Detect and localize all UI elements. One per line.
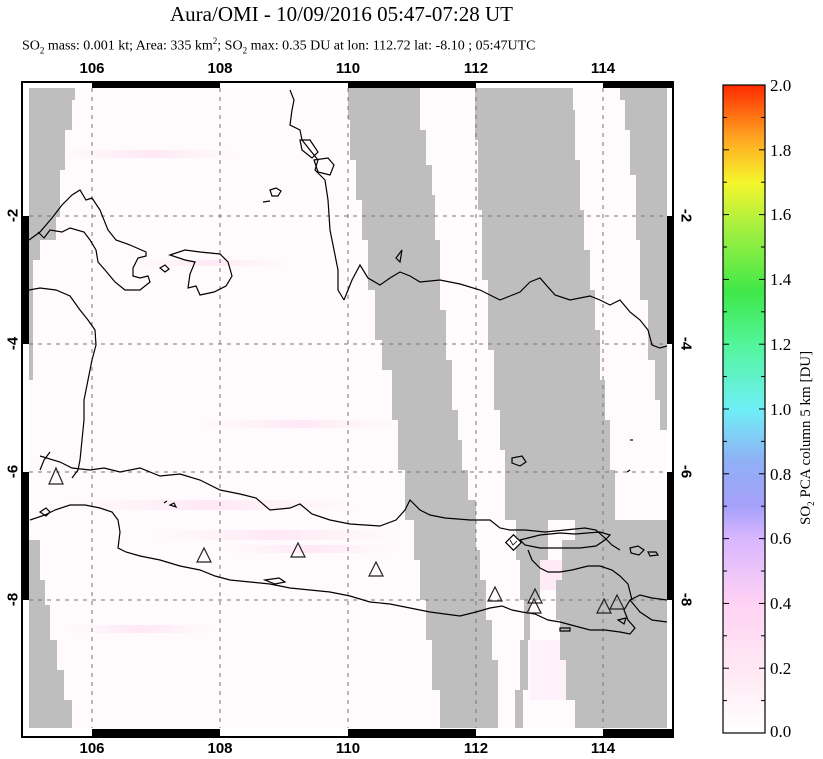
x-tick-top: 112 [463,60,489,77]
colorbar-title: SO2 PCA column 5 km [DU] [798,350,816,525]
x-tick-top: 114 [590,60,616,77]
colorbar-tick-label: 1.6 [770,205,792,224]
colorbar-tick-label: 0.8 [770,465,792,484]
volcano-icon [48,466,64,485]
volcano-icon [609,593,625,610]
no-data-left [29,88,75,380]
x-tick-bottom: 112 [463,740,489,757]
x-tick-bottom: 114 [590,740,616,757]
max-location-marker [504,533,523,552]
colorbar-tick-label: 0.4 [770,594,792,613]
x-tick-bottom: 106 [79,740,105,757]
no-data-band-2 [475,88,615,728]
y-tick-right: -8 [677,592,695,607]
volcano-icon [290,541,306,558]
x-tick-bottom: 110 [335,740,361,757]
colorbar-tick-label: 0.0 [770,722,792,741]
y-tick-right: -6 [677,464,695,479]
no-data-band-5 [540,440,610,520]
x-tick-top: 106 [79,60,105,77]
y-tick-right: -4 [677,336,695,351]
colorbar-tick-label: 1.4 [770,270,792,289]
y-tick-left: -2 [4,208,22,223]
colorbar-tick-label: 1.2 [770,335,792,354]
x-tick-bottom: 108 [207,740,233,757]
y-tick-left: -6 [4,464,22,479]
no-data-left-bottom [29,540,72,728]
y-tick-right: -2 [677,208,695,223]
colorbar-tick-label: 0.2 [770,659,792,678]
volcano-icon [196,546,212,563]
left-axis-bar [22,216,29,600]
colorbar-tick-label: 2.0 [770,76,792,95]
top-axis-bar [92,82,673,88]
coastlines [29,89,667,635]
volcano-icon [487,585,503,602]
right-axis-bar [667,216,673,600]
no-data-band-3 [620,88,667,430]
colorbar-tick-label: 0.6 [770,529,792,548]
y-tick-left: -8 [4,592,22,607]
volcano-icon [527,587,543,604]
x-tick-top: 110 [335,60,361,77]
chart-title: Aura/OMI - 10/09/2016 05:47-07:28 UT [170,2,513,26]
grid-lines [29,88,667,728]
x-tick-top: 108 [207,60,233,77]
volcano-icon [596,597,612,614]
colorbar [722,84,766,734]
volcano-icon [368,560,384,577]
bottom-axis-bar [92,729,673,737]
volcano-markers [48,466,625,614]
volcano-icon [526,597,542,614]
colorbar-tick-label: 1.8 [770,141,792,160]
no-data-band-1 [348,88,498,728]
colorbar-ticks [723,116,765,702]
y-tick-left: -4 [4,336,22,351]
colorbar-tick-label: 1.0 [770,400,792,419]
chart-subtitle: SO2 mass: 0.001 kt; Area: 335 km2; SO2 m… [22,36,536,56]
no-data-band-4 [556,520,667,728]
